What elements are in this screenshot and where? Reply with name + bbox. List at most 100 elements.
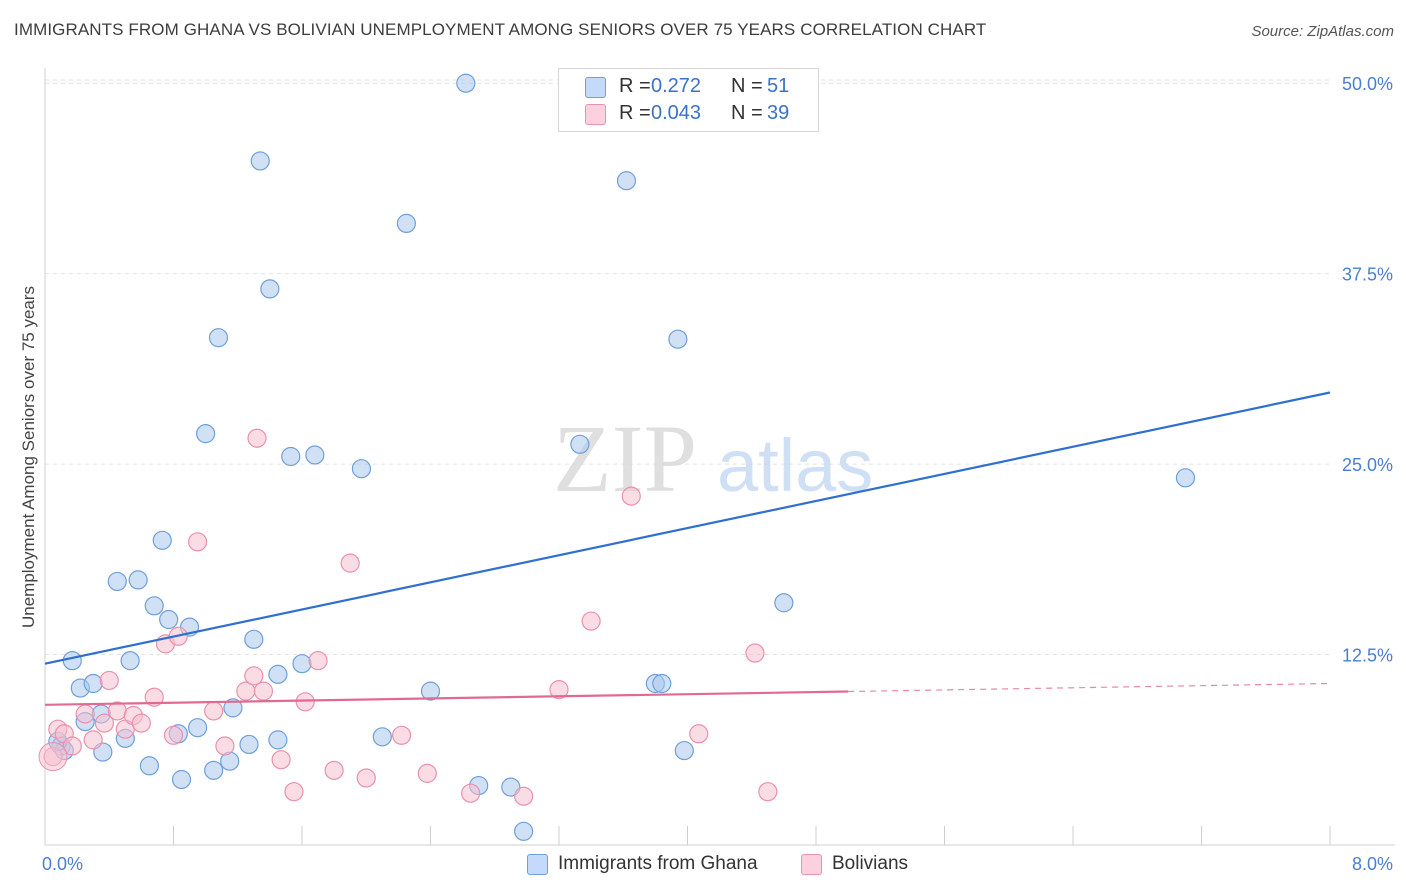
point-ghana bbox=[83, 673, 103, 694]
watermark: ZIP atlas bbox=[553, 405, 873, 512]
point-ghana bbox=[260, 279, 280, 299]
point-ghana bbox=[268, 730, 288, 750]
point-ghana bbox=[674, 740, 694, 761]
point-bolivia bbox=[62, 736, 82, 756]
point-ghana bbox=[107, 571, 127, 592]
point-ghana bbox=[239, 734, 259, 755]
trend-line-bolivia-projection bbox=[848, 682, 1331, 693]
point-ghana bbox=[396, 213, 417, 233]
point-bolivia bbox=[745, 643, 765, 663]
point-bolivia bbox=[99, 670, 119, 691]
point-bolivia bbox=[94, 713, 115, 733]
point-ghana bbox=[144, 596, 164, 616]
bottom-legend-label-bolivia: Bolivians bbox=[832, 853, 909, 874]
trend-layer bbox=[44, 391, 1331, 706]
point-ghana bbox=[351, 459, 372, 479]
point-ghana bbox=[668, 329, 688, 349]
point-ghana bbox=[171, 769, 192, 790]
point-ghana bbox=[616, 171, 637, 191]
y-tick-label: 12.5% bbox=[1342, 646, 1393, 666]
point-bolivia bbox=[187, 532, 208, 552]
point-bolivia bbox=[356, 768, 376, 788]
point-bolivia bbox=[253, 681, 274, 701]
correlation-legend: R = 0.272 N = 51 R = 0.043 N = 39 bbox=[558, 68, 819, 132]
point-bolivia-cluster bbox=[38, 742, 68, 772]
bottom-legend-swatch-bolivia bbox=[801, 854, 822, 875]
point-ghana bbox=[244, 629, 264, 649]
point-ghana bbox=[268, 664, 288, 684]
point-ghana bbox=[514, 821, 534, 841]
point-bolivia bbox=[461, 783, 481, 803]
point-ghana bbox=[652, 673, 672, 694]
bottom-legend-label-ghana: Immigrants from Ghana bbox=[558, 853, 758, 874]
point-bolivia bbox=[244, 666, 264, 686]
point-ghana bbox=[139, 756, 160, 776]
point-bolivia bbox=[340, 553, 360, 573]
legend-r-value: 0.272 bbox=[651, 75, 702, 97]
watermark-atlas: atlas bbox=[717, 424, 873, 507]
chart-title: IMMIGRANTS FROM GHANA VS BOLIVIAN UNEMPL… bbox=[14, 20, 987, 39]
point-bolivia bbox=[417, 763, 437, 783]
trend-line-bolivia bbox=[44, 690, 849, 706]
point-bolivia bbox=[144, 687, 164, 707]
point-ghana bbox=[774, 593, 794, 613]
point-bolivia bbox=[758, 782, 778, 802]
point-bolivia bbox=[308, 651, 328, 671]
point-ghana bbox=[223, 698, 243, 718]
point-bolivia bbox=[284, 782, 304, 802]
x-tick-label-min: 0.0% bbox=[42, 854, 83, 874]
point-ghana bbox=[281, 446, 301, 467]
point-bolivia bbox=[581, 611, 601, 631]
point-bolivia bbox=[391, 725, 412, 745]
point-bolivia bbox=[271, 750, 291, 770]
point-bolivia bbox=[163, 725, 184, 745]
legend-r-label: R = bbox=[619, 75, 651, 97]
point-bolivia bbox=[215, 736, 235, 756]
legend-swatch-ghana bbox=[585, 77, 606, 98]
point-ghana bbox=[570, 434, 590, 454]
point-bolivia bbox=[295, 692, 315, 712]
point-bolivia bbox=[324, 760, 344, 780]
point-ghana bbox=[128, 570, 148, 590]
point-ghana bbox=[372, 727, 392, 747]
point-ghana bbox=[204, 760, 224, 780]
chart-source: Source: ZipAtlas.com bbox=[1251, 23, 1394, 40]
point-bolivia bbox=[204, 701, 224, 721]
axis-layer: 12.5% 25.0% 37.5% 50.0% 0.0% 8.0% bbox=[42, 68, 1395, 874]
legend-n-label: N = bbox=[731, 102, 763, 124]
point-ghana bbox=[159, 609, 179, 630]
point-ghana bbox=[456, 73, 476, 93]
point-ghana bbox=[305, 445, 325, 465]
point-bolivia bbox=[689, 724, 709, 744]
legend-n-value: 51 bbox=[767, 75, 790, 97]
legend-r-label: R = bbox=[619, 102, 651, 124]
y-tick-label: 37.5% bbox=[1342, 265, 1393, 285]
grid-layer bbox=[45, 79, 1330, 656]
y-axis-label: Unemployment Among Seniors over 75 years bbox=[19, 286, 38, 628]
point-bolivia bbox=[131, 713, 151, 733]
point-bolivia bbox=[514, 786, 534, 806]
point-bolivia bbox=[621, 486, 641, 506]
y-tick-label: 25.0% bbox=[1342, 455, 1393, 475]
point-bolivia bbox=[549, 679, 569, 700]
point-ghana bbox=[62, 651, 82, 671]
point-ghana bbox=[420, 681, 441, 701]
point-ghana bbox=[292, 654, 312, 674]
legend-swatch-bolivia bbox=[585, 104, 606, 125]
point-ghana bbox=[208, 328, 229, 348]
point-bolivia bbox=[247, 428, 267, 448]
points-layer bbox=[38, 73, 1196, 841]
point-bolivia bbox=[75, 704, 95, 724]
bottom-legend-swatch-ghana bbox=[527, 854, 548, 875]
legend-n-label: N = bbox=[731, 75, 763, 97]
point-ghana bbox=[250, 151, 270, 171]
legend-r-value: 0.043 bbox=[651, 102, 702, 124]
point-bolivia bbox=[83, 730, 103, 750]
point-ghana bbox=[196, 424, 216, 444]
point-ghana bbox=[152, 530, 172, 550]
point-ghana bbox=[120, 651, 140, 671]
trend-line-ghana bbox=[44, 391, 1331, 665]
y-tick-label: 50.0% bbox=[1342, 74, 1393, 94]
point-ghana bbox=[187, 718, 208, 738]
